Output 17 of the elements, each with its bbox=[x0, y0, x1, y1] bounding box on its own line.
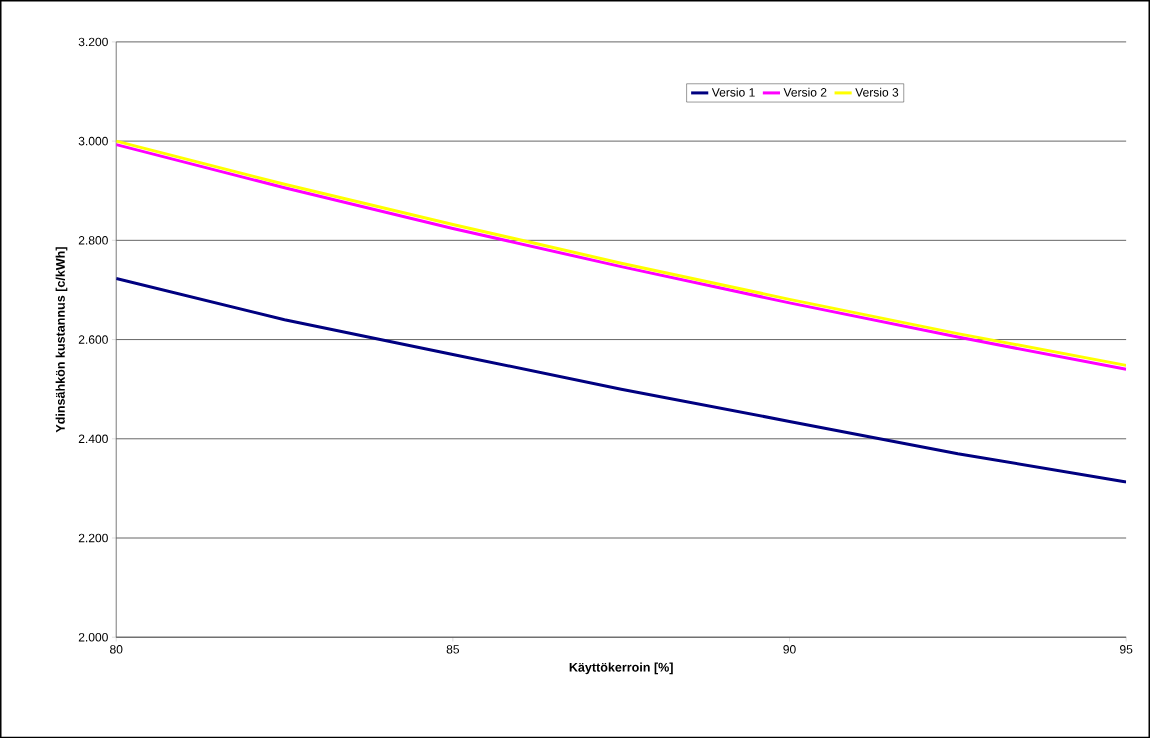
x-tick-label: 95 bbox=[1120, 644, 1133, 654]
y-tick-label: 2.800 bbox=[78, 235, 108, 245]
y-tick-label: 2.400 bbox=[78, 434, 108, 443]
legend-label: Versio 1 bbox=[711, 87, 755, 97]
legend-label: Versio 3 bbox=[855, 87, 899, 97]
x-axis-title: Käyttökerroin [%] bbox=[569, 662, 673, 674]
legend-label: Versio 2 bbox=[783, 87, 827, 97]
y-tick-label: 2.200 bbox=[78, 533, 108, 543]
line-series bbox=[116, 276, 1127, 484]
x-tick-label: 90 bbox=[783, 644, 796, 654]
y-tick-label: 3.200 bbox=[78, 37, 108, 46]
x-tick-label: 85 bbox=[446, 644, 460, 654]
x-tick-label: 80 bbox=[110, 644, 123, 654]
y-tick-label: 2.000 bbox=[78, 632, 108, 642]
y-tick-label: 2.600 bbox=[78, 335, 108, 344]
y-axis-title: Ydinsähkön kustannus [c/kWh] bbox=[55, 247, 68, 433]
y-tick-label: 3.000 bbox=[78, 136, 108, 146]
